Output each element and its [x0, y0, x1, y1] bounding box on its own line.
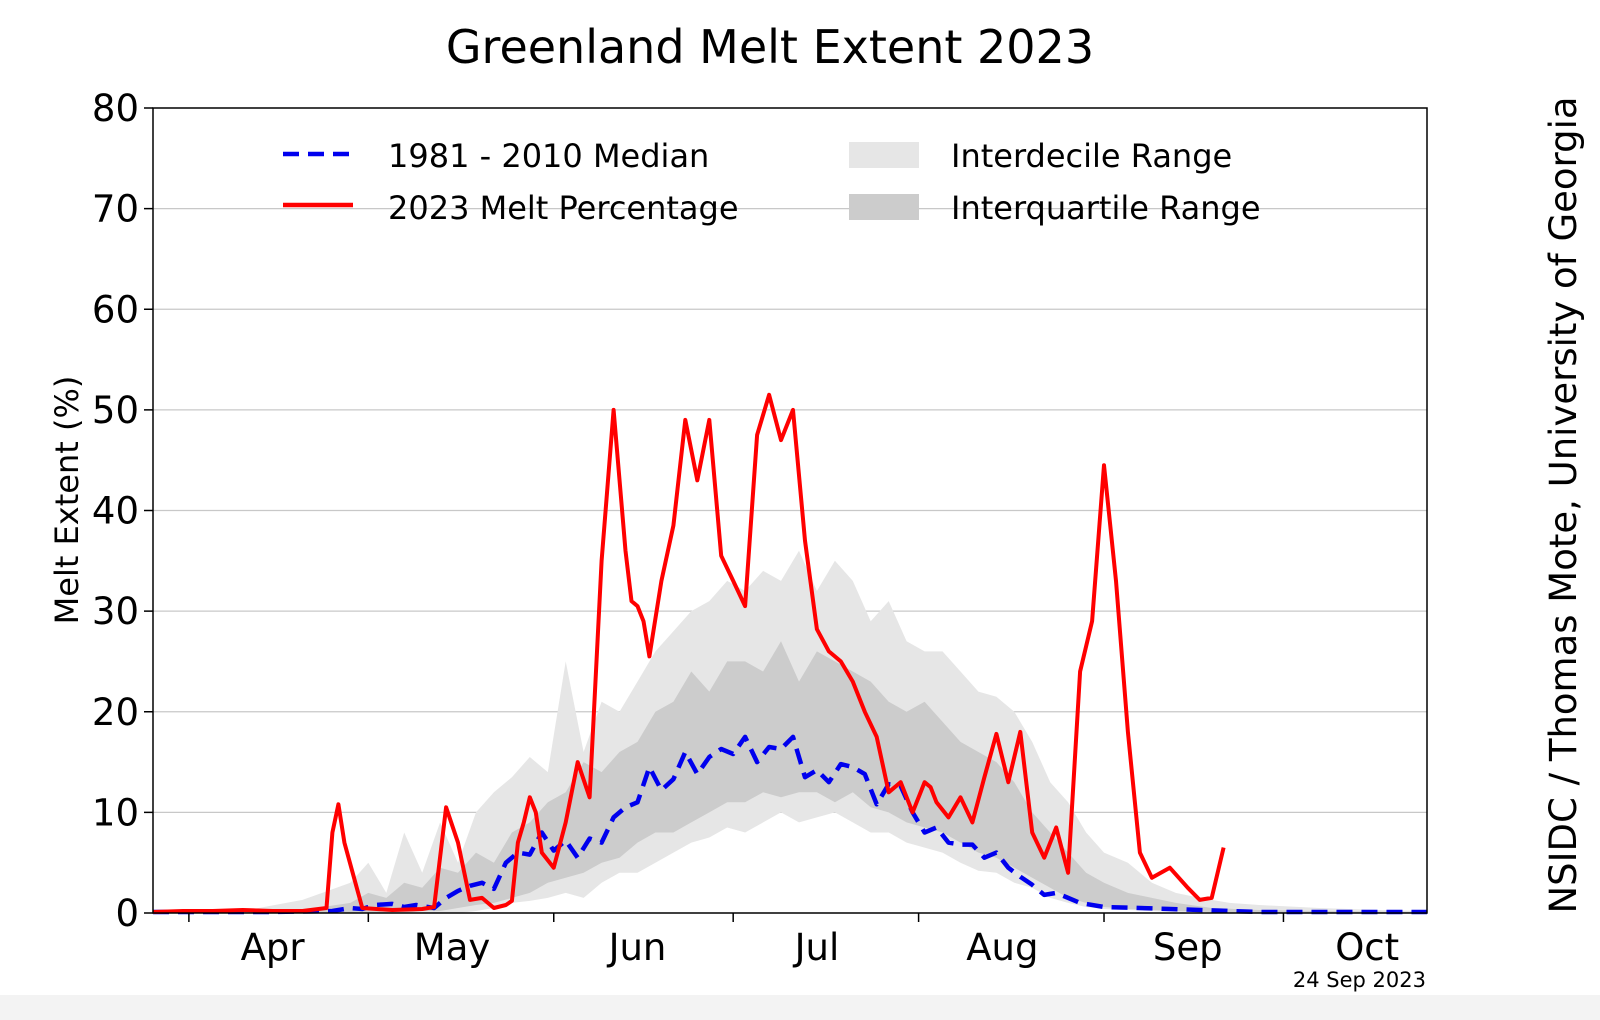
y-tick-label: 70: [92, 188, 139, 231]
bottom-strip: [0, 995, 1600, 1020]
y-tick-label: 80: [92, 87, 139, 130]
x-axis: Apr May Jun Jul Aug Sep Oct: [188, 913, 1399, 969]
legend-label-median: 1981 - 2010 Median: [388, 137, 709, 175]
y-tick-label: 10: [92, 791, 139, 834]
x-tick-label: Aug: [966, 926, 1038, 969]
chart-title: Greenland Melt Extent 2023: [446, 20, 1094, 74]
x-tick-label: Oct: [1335, 926, 1399, 969]
y-tick-label: 20: [92, 691, 139, 734]
median-line: [153, 734, 1427, 915]
legend-label-melt: 2023 Melt Percentage: [388, 189, 739, 227]
interquartile-band: [153, 641, 1427, 913]
y-axis: 0 10 20 30 40 50 60 70 80: [92, 87, 153, 935]
x-tick-label: May: [414, 926, 491, 969]
legend-label-interquartile: Interquartile Range: [951, 189, 1261, 227]
legend-swatch-interquartile: [849, 194, 919, 220]
legend: 1981 - 2010 Median 2023 Melt Percentage …: [283, 137, 1261, 227]
date-note: 24 Sep 2023: [1293, 968, 1426, 992]
x-tick-label: Apr: [241, 926, 306, 969]
y-tick-label: 40: [92, 490, 139, 533]
y-tick-label: 30: [92, 590, 139, 633]
y-axis-label: Melt Extent (%): [48, 376, 86, 625]
y-tick-label: 50: [92, 389, 139, 432]
x-tick-label: Jul: [793, 926, 840, 969]
credit-text: NSIDC / Thomas Mote, University of Georg…: [1542, 96, 1585, 913]
y-tick-label: 60: [92, 288, 139, 331]
melt-extent-chart: Greenland Melt Extent 2023 0 10 20 30 40 50 60…: [48, 20, 1585, 992]
x-tick-label: Sep: [1153, 926, 1223, 969]
series-lines: [152, 392, 1427, 915]
melt-line: [152, 392, 1226, 914]
range-bands: [153, 550, 1427, 913]
y-tick-label: 0: [115, 892, 139, 935]
legend-label-interdecile: Interdecile Range: [951, 137, 1232, 175]
legend-swatch-interdecile: [849, 142, 919, 168]
x-tick-label: Jun: [607, 926, 667, 969]
